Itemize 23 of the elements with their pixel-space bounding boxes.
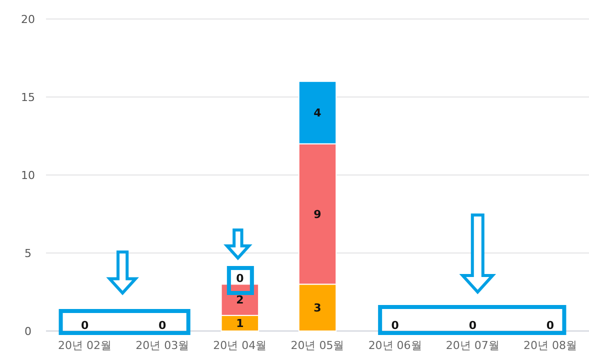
- data-label: 2: [236, 294, 244, 307]
- data-label: 0: [158, 318, 167, 332]
- x-tick-label: 20년 05월: [290, 339, 344, 352]
- data-label: 9: [314, 208, 322, 221]
- y-tick-label: 15: [21, 90, 35, 104]
- y-tick-label: 20: [21, 12, 35, 26]
- y-tick-label: 5: [24, 246, 32, 260]
- x-tick-label: 20년 07월: [446, 339, 500, 352]
- data-label: 4: [314, 106, 322, 120]
- data-label: 0: [236, 272, 244, 286]
- data-label: 0: [80, 318, 89, 332]
- data-label: 3: [314, 301, 322, 314]
- x-tick-label: 20년 03월: [136, 339, 190, 352]
- data-label: 1: [236, 317, 244, 330]
- y-tick-label: 0: [24, 324, 32, 338]
- data-label: 0: [468, 318, 477, 332]
- x-tick-label: 20년 06월: [368, 339, 422, 352]
- x-tick-label: 20년 04월: [213, 339, 267, 352]
- y-tick-label: 10: [21, 168, 35, 182]
- data-label: 0: [391, 318, 400, 332]
- x-tick-label: 20년 08월: [523, 339, 577, 352]
- data-label: 0: [546, 318, 554, 332]
- x-tick-label: 20년 02월: [58, 339, 112, 352]
